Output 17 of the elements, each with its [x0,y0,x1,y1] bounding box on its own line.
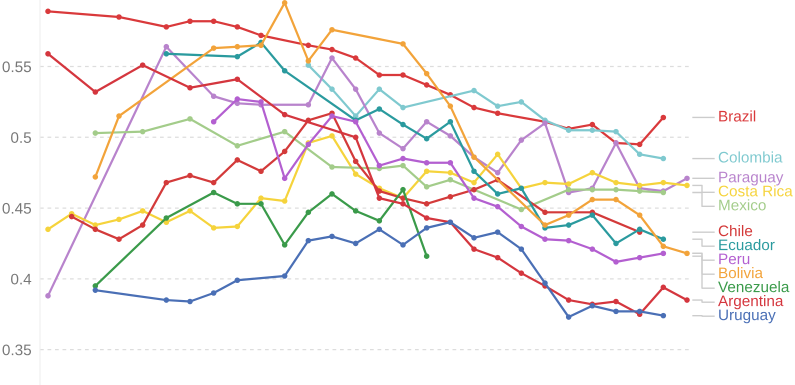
text: Chile [718,225,752,236]
text: Mexico [719,199,766,210]
text: Uruguay [719,310,776,324]
y-tick-label: 0.35 [2,344,32,356]
text: Brazil [719,110,756,122]
y-tick-label: 0.4 [11,274,32,285]
text: Peru [719,254,750,264]
y-tick-label: 0.5 [11,132,32,143]
y-tick-label: 0.55 [2,61,32,72]
series-label: Paraguay [719,172,784,186]
text: Bolivia [719,267,764,278]
series-label: Costa Rica [718,185,793,196]
text: Colombia [718,151,783,163]
series-label: Argentina [718,295,784,310]
text: Ecuador [719,239,775,250]
text: Venezuela [718,281,790,292]
y-tick-label: 0.45 [2,202,32,214]
